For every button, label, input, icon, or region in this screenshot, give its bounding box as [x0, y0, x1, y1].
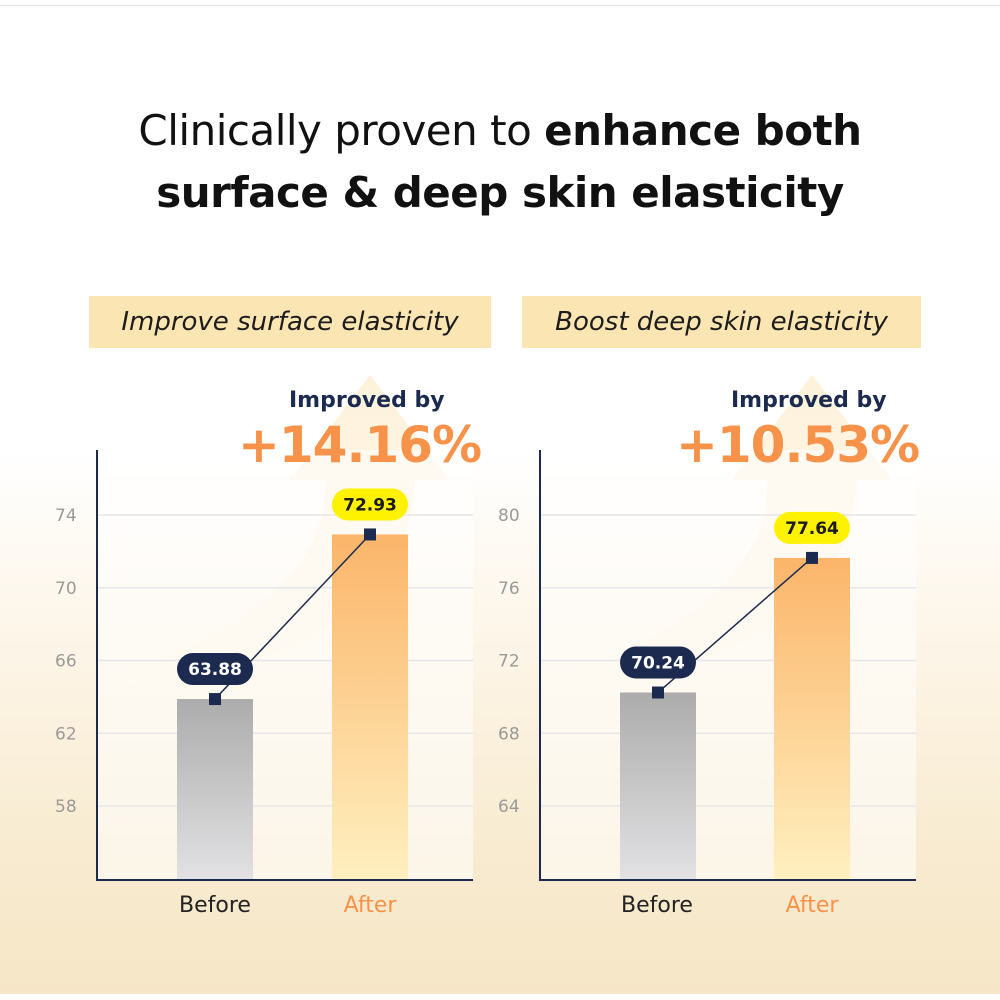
y-tick-label: 70 [55, 579, 77, 599]
y-tick-label: 68 [498, 724, 520, 744]
x-label-after-surface: After [343, 893, 397, 918]
bar-before [620, 692, 696, 880]
y-tick-label: 64 [498, 797, 520, 817]
improved-label-surface: Improved by [289, 388, 445, 413]
plot-area [97, 450, 473, 880]
y-tick-label: 58 [55, 797, 77, 817]
headline: Clinically proven to enhance both surfac… [0, 100, 1000, 224]
improvement-value-deep: +10.53% [676, 416, 920, 474]
data-label-before: 70.24 [631, 654, 685, 674]
headline-bold-2: surface & deep skin elasticity [156, 168, 844, 217]
bar-after [332, 534, 408, 880]
data-point-marker [209, 693, 221, 706]
data-label-pill [774, 511, 850, 544]
x-label-after-deep: After [785, 893, 839, 918]
data-point-marker [806, 551, 818, 564]
data-label-after: 72.93 [343, 495, 397, 515]
data-label-pill [620, 646, 696, 679]
data-label-pill [332, 488, 408, 521]
y-tick-label: 80 [498, 506, 520, 526]
data-label-pill [177, 653, 253, 686]
x-label-before-surface: Before [179, 893, 251, 918]
y-tick-label: 74 [55, 506, 77, 526]
top-divider [0, 5, 1000, 6]
y-tick-label: 76 [498, 579, 520, 599]
x-label-before-deep: Before [621, 893, 693, 918]
bar-after [774, 557, 850, 880]
y-tick-label: 62 [55, 724, 77, 744]
bottom-edge [0, 994, 1000, 1000]
headline-bold-1: enhance both [544, 106, 862, 155]
chart-title-surface: Improve surface elasticity [89, 296, 491, 348]
data-point-marker [364, 528, 376, 541]
headline-regular: Clinically proven to [138, 106, 545, 155]
improved-label-deep: Improved by [731, 388, 887, 413]
data-point-marker [652, 686, 664, 699]
y-tick-label: 66 [55, 652, 77, 672]
data-label-before: 63.88 [188, 660, 242, 680]
data-label-after: 77.64 [785, 519, 839, 539]
plot-area [540, 450, 916, 880]
improvement-value-surface: +14.16% [238, 416, 482, 474]
bar-before [177, 699, 253, 880]
y-tick-label: 72 [498, 652, 520, 672]
chart-title-deep: Boost deep skin elasticity [522, 296, 921, 348]
